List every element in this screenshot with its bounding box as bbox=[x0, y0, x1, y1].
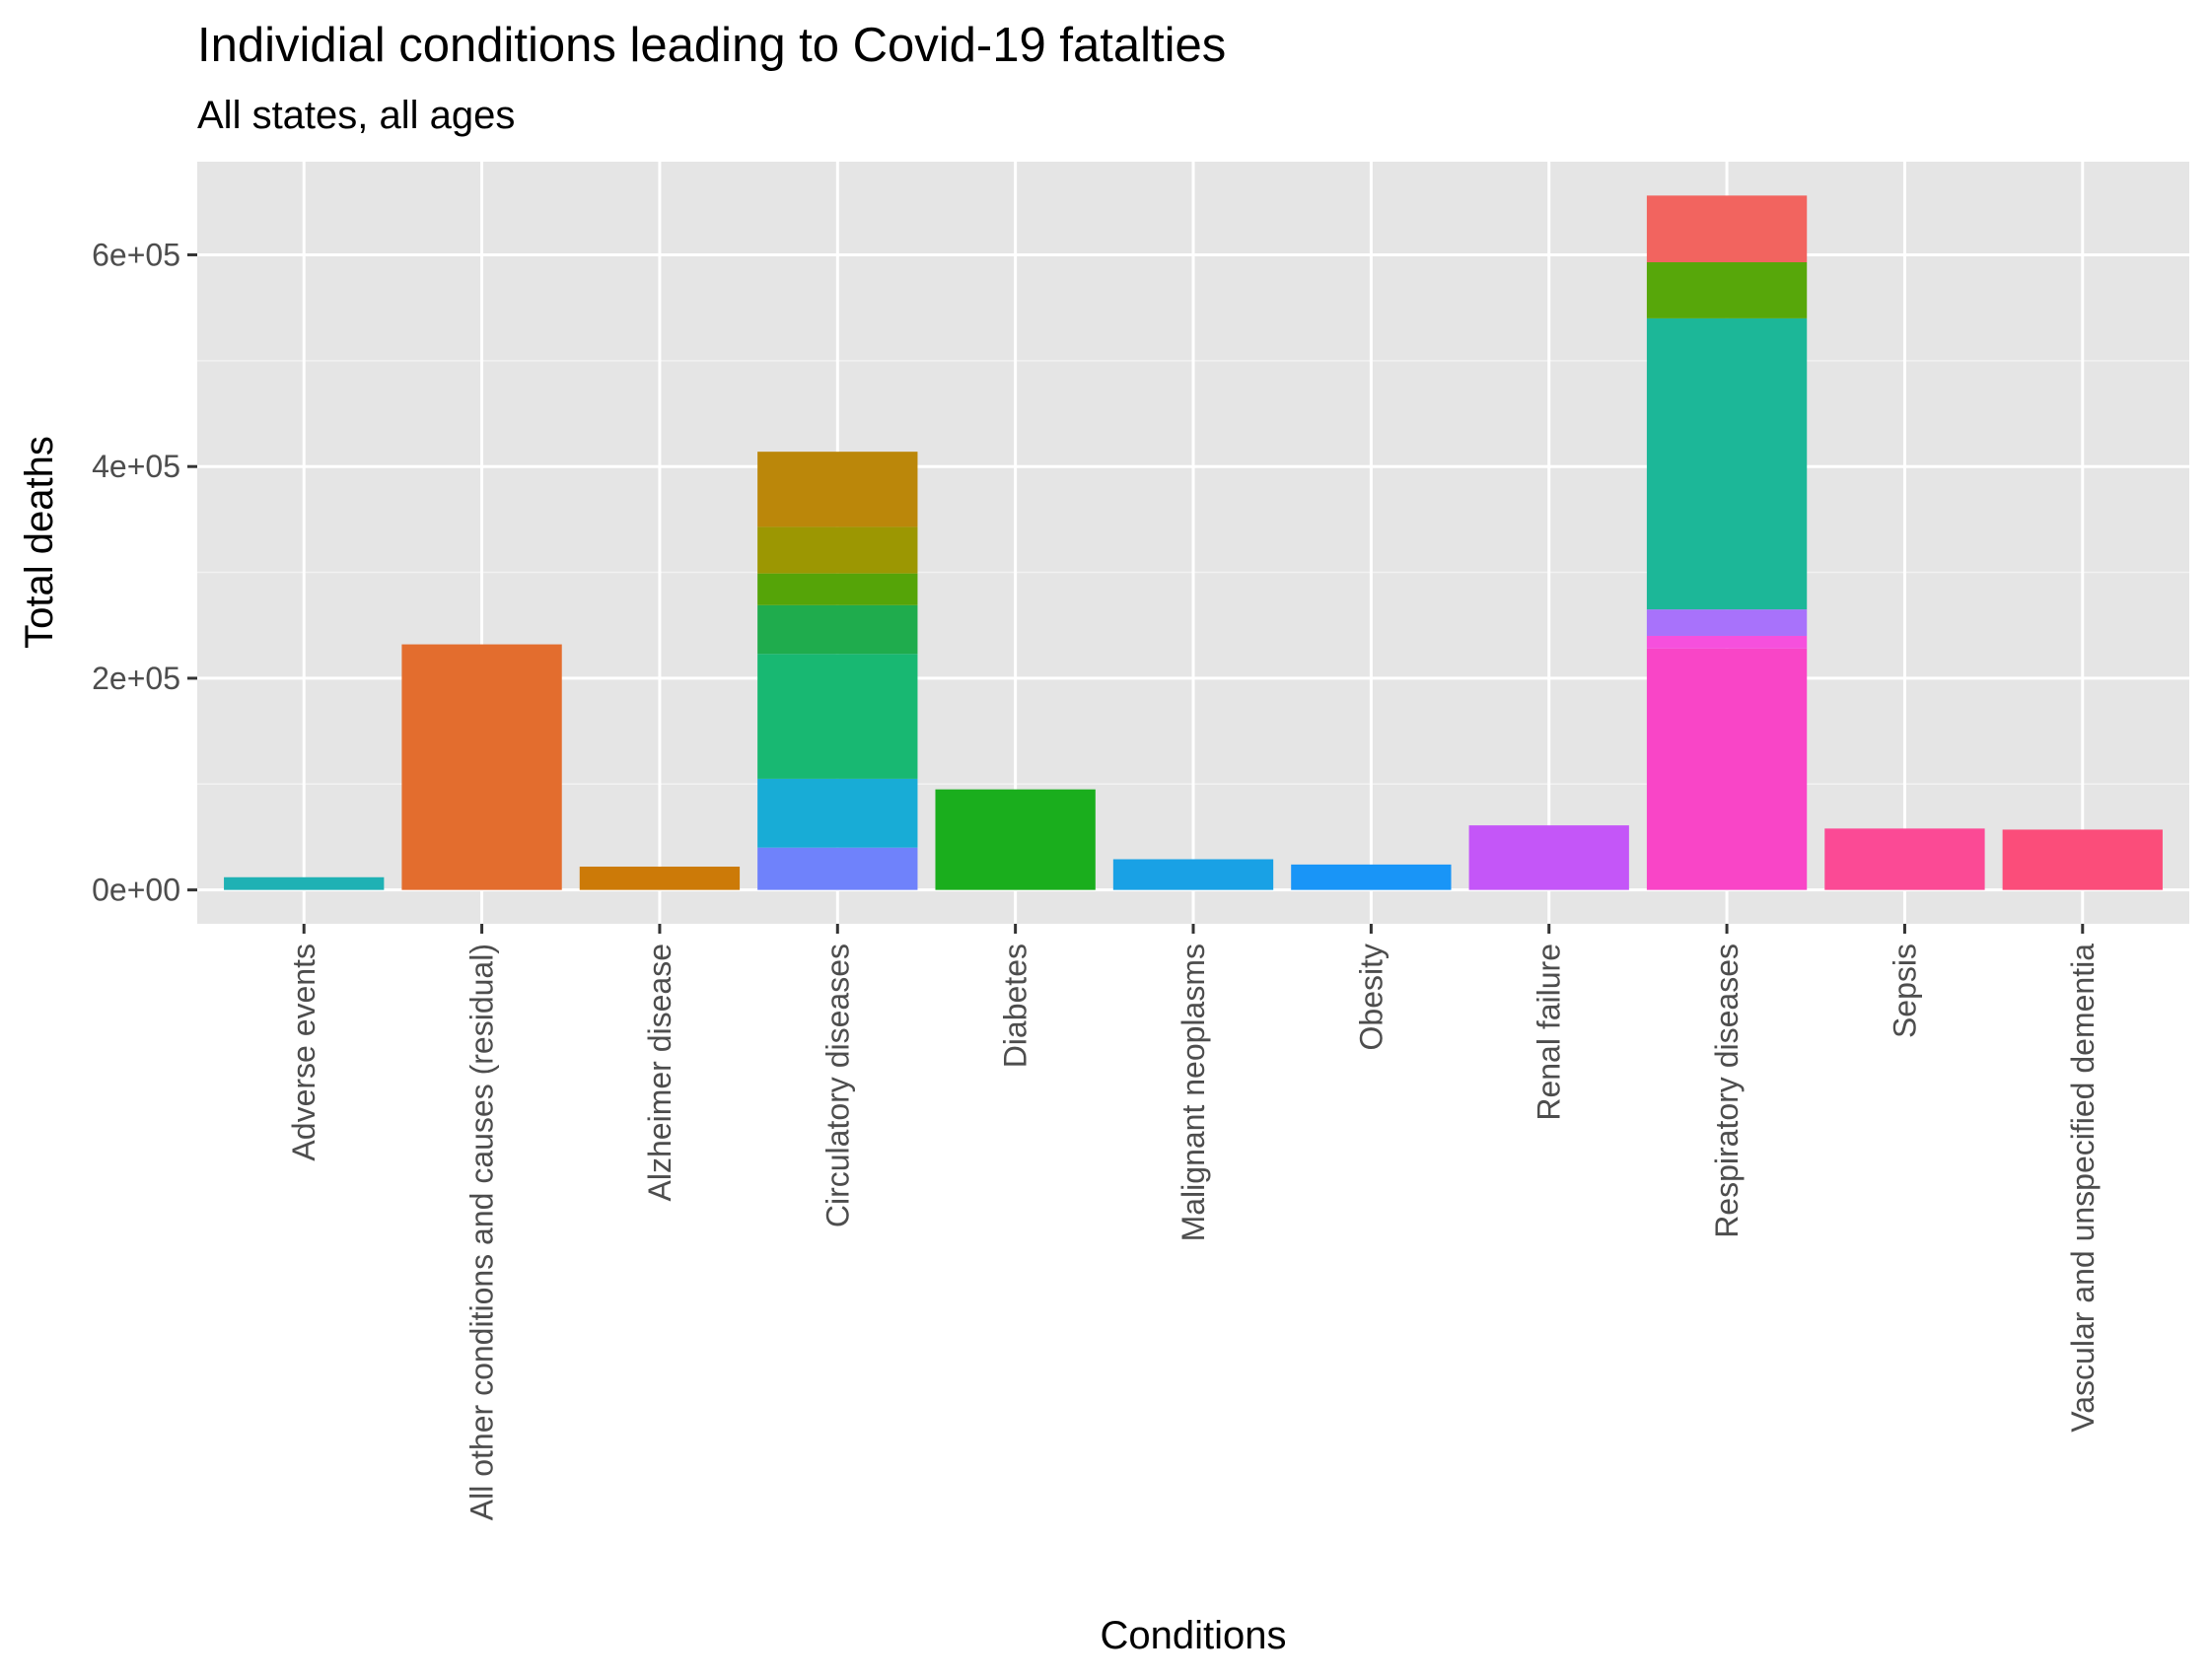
bar-segment bbox=[1824, 828, 1985, 890]
x-tick-label: Respiratory diseases bbox=[1709, 944, 1745, 1238]
y-tick-label: 2e+05 bbox=[92, 661, 180, 696]
x-tick-label: Diabetes bbox=[998, 944, 1034, 1068]
bar-segment bbox=[935, 789, 1096, 890]
y-tick-label: 6e+05 bbox=[92, 237, 180, 272]
bar-stack bbox=[224, 876, 385, 890]
y-axis: 0e+00 2e+05 4e+05 6e+05 bbox=[92, 237, 197, 908]
bar-segment bbox=[224, 876, 385, 890]
bar-stack bbox=[1646, 195, 1808, 890]
bar-segment bbox=[757, 847, 918, 890]
bar-segment bbox=[1646, 317, 1808, 610]
bar-stack bbox=[579, 867, 741, 890]
bar-segment bbox=[757, 778, 918, 848]
bars bbox=[224, 195, 2163, 890]
x-axis-title: Conditions bbox=[1100, 1614, 1286, 1657]
x-tick-label: Adverse events bbox=[286, 944, 321, 1161]
x-tick-label: Renal failure bbox=[1532, 944, 1567, 1121]
x-tick-label: Obesity bbox=[1353, 944, 1389, 1050]
bar-stack bbox=[935, 789, 1096, 890]
bar-segment bbox=[757, 654, 918, 779]
bar-segment bbox=[1468, 825, 1629, 890]
bar-stack bbox=[757, 452, 918, 890]
bar-segment bbox=[2002, 829, 2163, 890]
chart-title: Individial conditions leading to Covid-1… bbox=[197, 19, 1226, 72]
x-axis: Adverse events All other conditions and c… bbox=[286, 924, 2101, 1520]
bar-segment bbox=[1646, 195, 1808, 262]
bar-segment bbox=[1112, 859, 1274, 890]
x-tick-label: Alzheimer disease bbox=[642, 944, 677, 1201]
bar-segment bbox=[757, 573, 918, 605]
bar-stack bbox=[1291, 864, 1452, 890]
bar-segment bbox=[1291, 864, 1452, 890]
y-tick-label: 4e+05 bbox=[92, 449, 180, 484]
x-tick-label: Sepsis bbox=[1887, 944, 1922, 1038]
bar-segment bbox=[579, 867, 741, 890]
bar-stack bbox=[401, 644, 562, 890]
bar-stack bbox=[1824, 828, 1985, 890]
chart-subtitle: All states, all ages bbox=[197, 94, 515, 137]
bar-stack bbox=[1112, 859, 1274, 890]
y-axis-title: Total deaths bbox=[18, 436, 61, 649]
bar-segment bbox=[1646, 648, 1808, 890]
bar-segment bbox=[757, 604, 918, 655]
x-tick-label: All other conditions and causes (residua… bbox=[464, 944, 500, 1520]
bar-segment bbox=[757, 452, 918, 527]
bar-segment bbox=[401, 644, 562, 890]
bar-segment bbox=[1646, 609, 1808, 636]
x-tick-label: Circulatory diseases bbox=[820, 944, 855, 1227]
bar-segment bbox=[1646, 635, 1808, 649]
bar-segment bbox=[757, 526, 918, 574]
y-tick-label: 0e+00 bbox=[92, 873, 180, 908]
x-tick-label: Malignant neoplasms bbox=[1176, 944, 1211, 1241]
bar-segment bbox=[1646, 261, 1808, 318]
bar-stack bbox=[1468, 825, 1629, 890]
x-tick-label: Vascular and unspecified dementia bbox=[2065, 944, 2101, 1433]
bar-stack bbox=[2002, 829, 2163, 890]
